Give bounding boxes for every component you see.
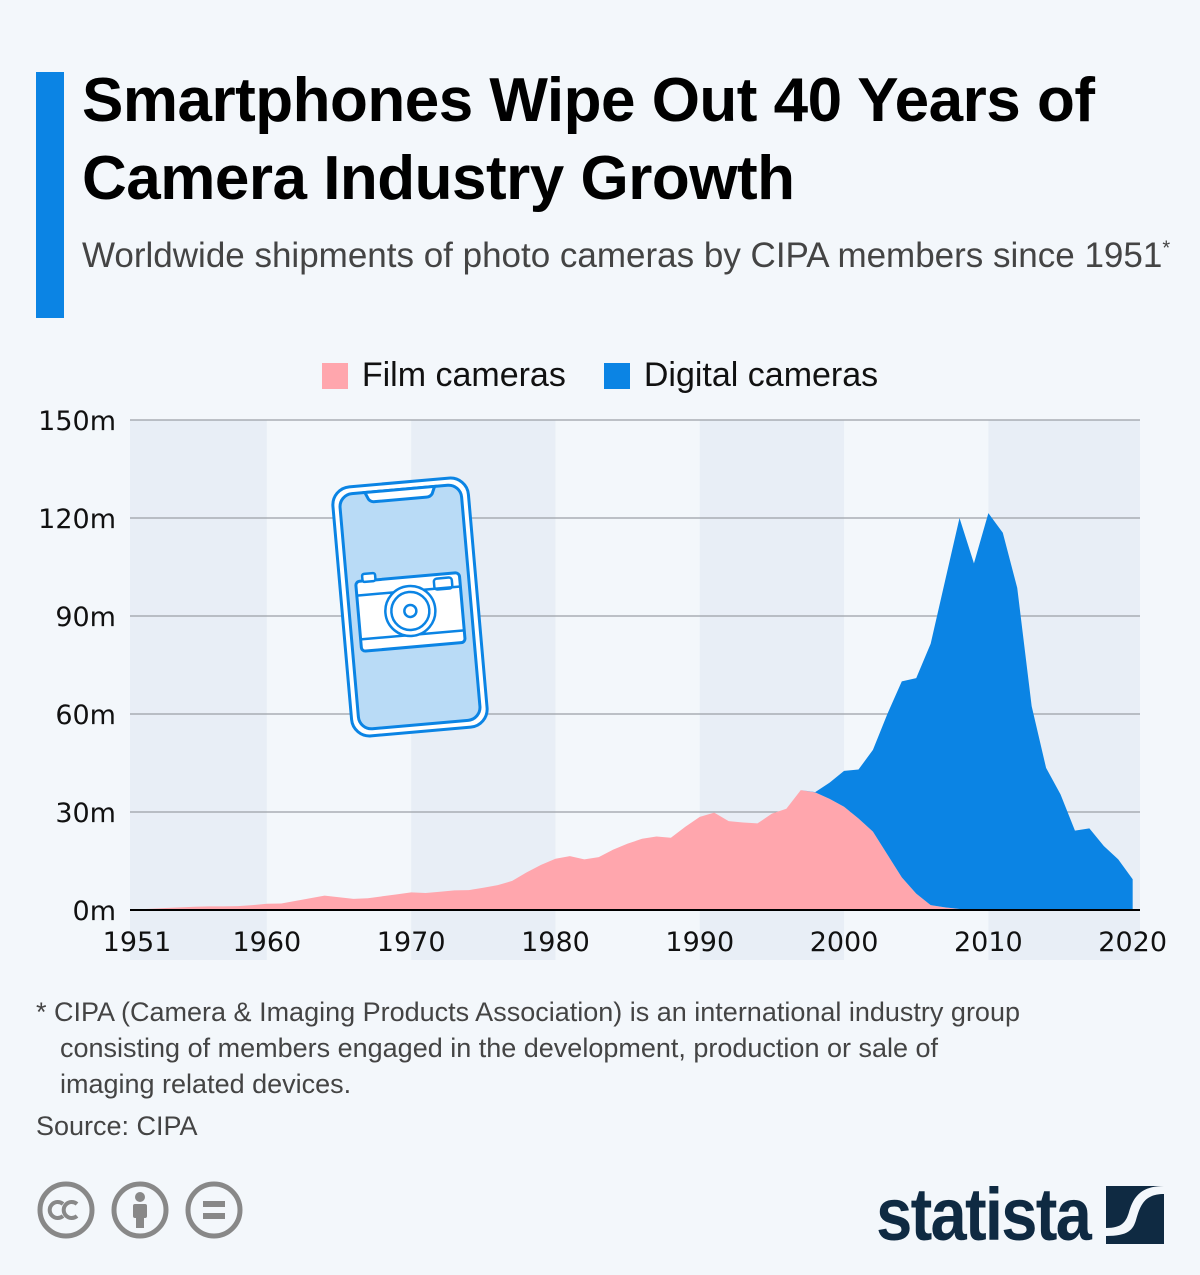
y-tick-label: 120m	[38, 504, 116, 535]
legend-label-film: Film cameras	[361, 356, 566, 394]
x-tick-label: 2020	[1098, 927, 1167, 958]
x-tick-labels: 1951 1960 1970 1980 1990 2000 2010 2020	[103, 927, 1167, 958]
data-areas	[137, 513, 1133, 910]
y-tick-label: 90m	[55, 602, 116, 633]
smartphone-camera-icon	[331, 476, 489, 738]
area-chart: 0m 30m 60m 90m 120m 150m 1951 1960 1970 1980 1990…	[38, 406, 1167, 960]
statista-logo[interactable]: statista	[847, 1172, 1164, 1257]
legend-swatch-film	[321, 362, 348, 389]
digital-cameras-area	[800, 513, 1133, 910]
x-tick-label: 1960	[233, 927, 302, 958]
footnote: * CIPA (Camera & Imaging Products Associ…	[36, 994, 1186, 1102]
x-tick-label: 1970	[377, 927, 446, 958]
legend-label-digital: Digital cameras	[643, 356, 879, 394]
x-tick-label: 1980	[521, 927, 590, 958]
x-tick-label: 1951	[103, 927, 172, 958]
x-tick-label: 1990	[665, 927, 734, 958]
source-text: Source: CIPA	[36, 1111, 198, 1141]
y-tick-label: 150m	[38, 406, 116, 437]
footnote-marker: *	[1162, 237, 1171, 260]
legend: Film cameras Digital cameras	[0, 356, 1200, 395]
film-cameras-area	[137, 790, 1133, 910]
y-tick-label: 60m	[55, 700, 116, 731]
legend-item-digital: Digital cameras	[603, 356, 879, 395]
license-icons[interactable]	[36, 1180, 244, 1240]
title-accent-bar	[36, 72, 64, 318]
creative-commons-icon[interactable]	[36, 1180, 96, 1240]
y-tick-label: 0m	[73, 896, 116, 927]
footnote-line: imaging related devices.	[60, 1069, 352, 1099]
chart-subtitle: Worldwide shipments of photo cameras by …	[82, 232, 1194, 279]
y-tick-labels: 0m 30m 60m 90m 120m 150m	[38, 406, 116, 927]
legend-swatch-digital	[603, 362, 630, 389]
footer-notes: * CIPA (Camera & Imaging Products Associ…	[36, 994, 1186, 1144]
x-tick-label: 2000	[810, 927, 879, 958]
statista-logo-mark-icon	[1106, 1185, 1164, 1244]
chart-title: Smartphones Wipe Out 40 Years of Camera …	[82, 66, 1095, 213]
footnote-line: consisting of members engaged in the dev…	[60, 1033, 939, 1063]
footnote-line: * CIPA (Camera & Imaging Products Associ…	[36, 997, 1020, 1027]
legend-item-film: Film cameras	[321, 356, 566, 395]
attribution-icon[interactable]	[110, 1180, 170, 1240]
no-derivatives-icon[interactable]	[184, 1180, 244, 1240]
x-tick-label: 2010	[954, 927, 1023, 958]
header: Smartphones Wipe Out 40 Years of Camera …	[82, 62, 1194, 279]
decade-band	[130, 420, 267, 960]
subtitle-text: Worldwide shipments of photo cameras by …	[82, 236, 1163, 275]
y-tick-label: 30m	[55, 798, 116, 829]
brand-name: statista	[876, 1173, 1092, 1256]
